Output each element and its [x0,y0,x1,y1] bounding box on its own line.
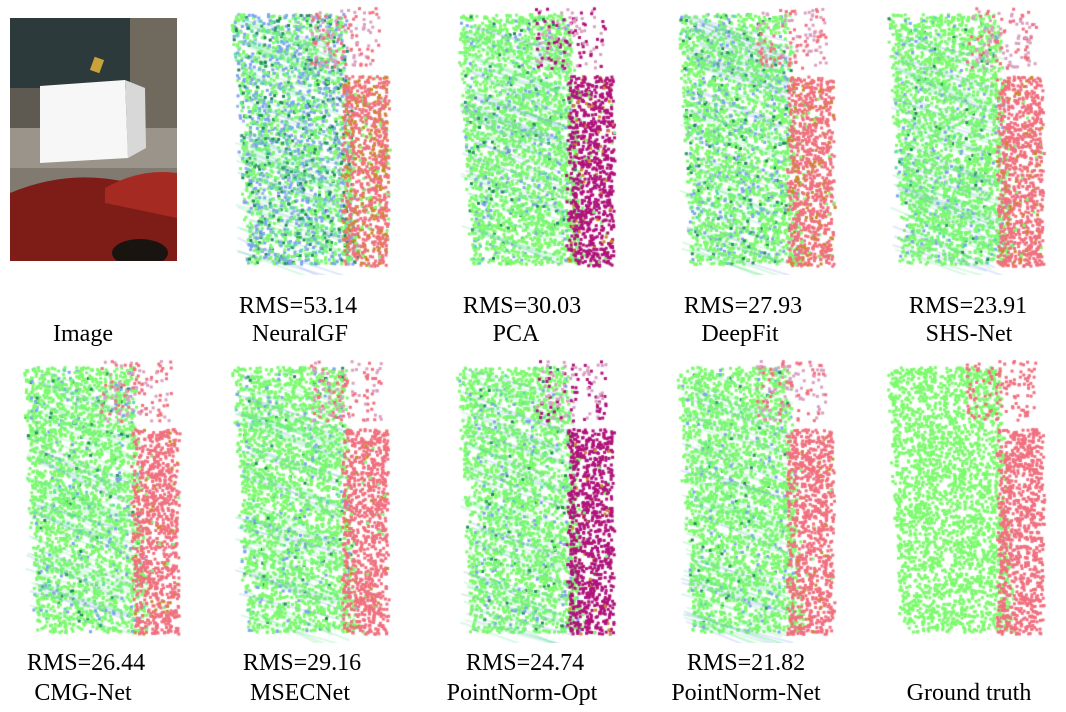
input-photo [10,18,177,261]
caption-shsnet: SHS-Net [925,321,1013,347]
rms-pointnormopt: RMS=24.74 [465,650,585,676]
caption-pointnormopt: PointNorm-Opt [446,680,598,706]
pointcloud-neuralgf [210,5,410,275]
rms-shsnet: RMS=23.91 [908,293,1028,319]
pointcloud-cmgnet [0,358,200,643]
caption-pca: PCA [492,321,540,347]
rms-neuralgf: RMS=53.14 [238,293,358,319]
rms-pointnormnet: RMS=21.82 [686,650,806,676]
pointcloud-pointnormnet [655,358,855,643]
caption-groundtruth: Ground truth [906,680,1032,706]
pointcloud-pointnormopt [435,358,635,643]
pointcloud-deepfit [655,5,855,275]
rms-deepfit: RMS=27.93 [683,293,803,319]
caption-image: Image [53,321,113,347]
rms-cmgnet: RMS=26.44 [26,650,146,676]
pointcloud-shsnet [865,5,1065,275]
rms-msecnet: RMS=29.16 [242,650,362,676]
rms-pca: RMS=30.03 [462,293,582,319]
pointcloud-pca [435,5,635,275]
caption-pointnormnet: PointNorm-Net [671,680,821,706]
caption-neuralgf: NeuralGF [252,321,348,347]
caption-deepfit: DeepFit [701,321,779,347]
caption-msecnet: MSECNet [249,680,350,706]
pointcloud-msecnet [210,358,410,643]
caption-cmgnet: CMG-Net [34,680,132,706]
pointcloud-groundtruth [865,358,1065,643]
